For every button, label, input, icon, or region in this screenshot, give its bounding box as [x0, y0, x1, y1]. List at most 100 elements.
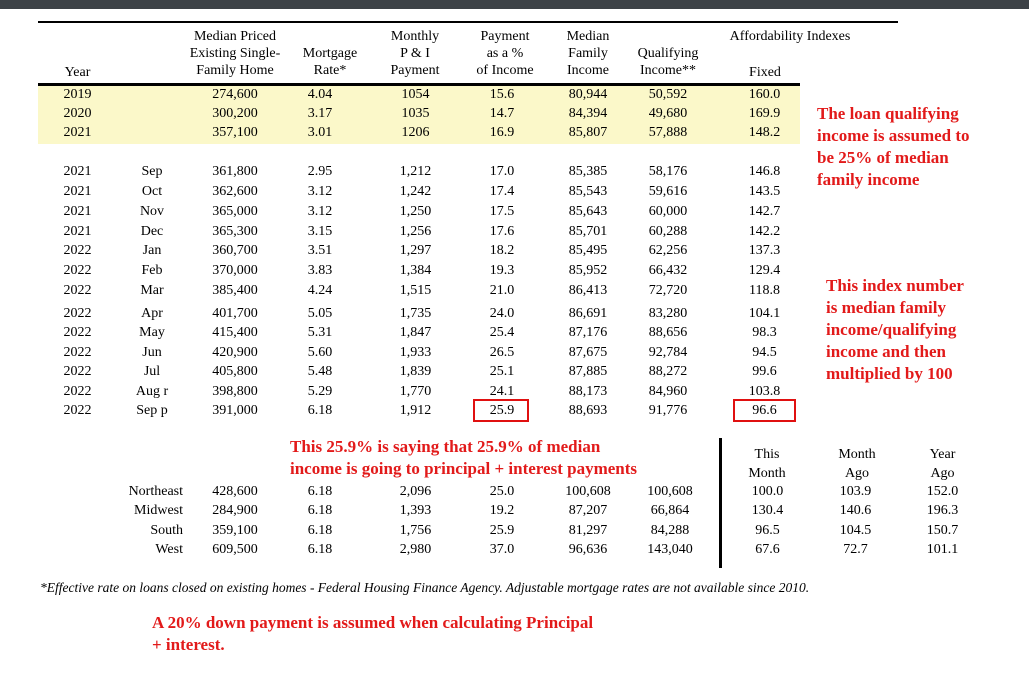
cell-rate: 4.04 [307, 87, 333, 102]
cell-qual: 84,960 [648, 384, 688, 399]
cell-payment: 1,242 [399, 184, 432, 199]
cell-year_ago: 152.0 [926, 484, 959, 499]
cell-index: 146.8 [748, 164, 781, 179]
cell-payment: 1035 [401, 106, 430, 121]
cell-income: 86,413 [568, 283, 608, 298]
cell-price: 420,900 [212, 345, 258, 360]
cell-price: 274,600 [212, 87, 258, 102]
regional-divider [719, 438, 722, 568]
cell-payment: 1,256 [399, 224, 432, 239]
cell-income: 85,952 [568, 263, 608, 278]
cell-rate: 5.48 [307, 364, 333, 379]
cell-this_month: 100.0 [751, 484, 784, 499]
cell-income: 87,176 [568, 325, 608, 340]
cell-rate: 6.18 [307, 523, 333, 538]
cell-price: 361,800 [212, 164, 258, 179]
header-median-price: Median Priced Existing Single- Family Ho… [189, 29, 281, 78]
cell-rate: 3.15 [307, 224, 333, 239]
header-year-ago: Year Ago [929, 447, 956, 481]
cell-income: 87,675 [568, 345, 608, 360]
table-row: Midwest 284,900 6.18 1,393 19.2 87,207 66,864 1… [0, 501, 1029, 521]
cell-income: 80,944 [568, 87, 608, 102]
cell-qual: 66,864 [650, 503, 690, 518]
cell-qual: 91,776 [648, 403, 688, 418]
cell-payment: 1,250 [399, 204, 432, 219]
cell-price: 284,900 [212, 503, 258, 518]
cell-index: 160.0 [748, 87, 781, 102]
cell-pct: 19.2 [489, 503, 515, 518]
cell-qual: 88,272 [648, 364, 688, 379]
cell-rate: 5.05 [307, 306, 333, 321]
cell-qual: 58,176 [648, 164, 688, 179]
cell-index: 142.7 [748, 204, 781, 219]
cell-qual: 84,288 [650, 523, 690, 538]
cell-month: Feb [141, 263, 163, 278]
cell-price: 391,000 [212, 403, 258, 418]
cell-payment: 1,847 [399, 325, 432, 340]
cell-pct: 24.1 [489, 384, 515, 399]
table-row: Northeast 428,600 6.18 2,096 25.0 100,608 100,… [0, 482, 1029, 502]
table-row: 2022 Jul 405,800 5.48 1,839 25.1 87,885 88,272 9… [0, 362, 1029, 382]
table-row: 2019 274,600 4.04 1054 15.6 80,944 50,592 160.0 [0, 85, 1029, 105]
cell-payment: 1,212 [399, 164, 432, 179]
cell-rate: 3.17 [307, 106, 333, 121]
cell-pct: 14.7 [489, 106, 515, 121]
cell-month_ago: 103.9 [839, 484, 872, 499]
cell-pct: 37.0 [489, 542, 515, 557]
cell-qual: 57,888 [648, 125, 688, 140]
cell-index: 129.4 [748, 263, 781, 278]
cell-qual: 59,616 [648, 184, 688, 199]
header-mortgage-rate: Mortgage Rate* [302, 46, 358, 78]
cell-pct: 19.3 [489, 263, 515, 278]
cell-income: 100,608 [565, 484, 611, 499]
cell-year: 2022 [63, 283, 92, 298]
cell-payment: 1,384 [399, 263, 432, 278]
cell-rate: 6.18 [307, 403, 333, 418]
cell-price: 360,700 [212, 243, 258, 258]
cell-month: Jan [142, 243, 162, 258]
cell-payment: 1,933 [399, 345, 432, 360]
cell-income: 85,643 [568, 204, 608, 219]
cell-month: Jul [143, 364, 161, 379]
header-payment-pct: Payment as a % of Income [476, 29, 534, 78]
cell-index: 98.3 [752, 325, 777, 340]
table-row: 2021 Sep 361,800 2.95 1,212 17.0 85,385 58,176 1… [0, 162, 1029, 182]
cell-year: 2022 [63, 263, 92, 278]
cell-payment: 1,770 [399, 384, 432, 399]
cell-pct: 18.2 [489, 243, 515, 258]
cell-payment: 1,297 [399, 243, 432, 258]
cell-price: 359,100 [212, 523, 258, 538]
cell-payment: 1,756 [399, 523, 432, 538]
cell-qual: 88,656 [648, 325, 688, 340]
table-row: 2022 Aug r 398,800 5.29 1,770 24.1 88,173 84,96… [0, 382, 1029, 402]
cell-rate: 3.01 [307, 125, 333, 140]
cell-year: 2020 [63, 106, 92, 121]
cell-payment: 1,839 [399, 364, 432, 379]
payment-pct-note: This 25.9% is saying that 25.9% of media… [290, 437, 638, 478]
cell-this_month: 96.5 [755, 523, 780, 538]
table-row: 2022 Feb 370,000 3.83 1,384 19.3 85,952 66,432 1… [0, 261, 1029, 281]
cell-year: 2022 [63, 403, 92, 418]
cell-income: 86,691 [568, 306, 608, 321]
cell-year: 2022 [63, 364, 92, 379]
cell-qual: 50,592 [648, 87, 688, 102]
table-row: 2022 Jan 360,700 3.51 1,297 18.2 85,495 62,256 1… [0, 241, 1029, 261]
table-row: 2022 Mar 385,400 4.24 1,515 21.0 86,413 72,720 1… [0, 281, 1029, 301]
cell-payment: 2,096 [399, 484, 432, 499]
cell-month_ago: 104.5 [839, 523, 872, 538]
cell-pct: 17.5 [489, 204, 515, 219]
cell-index: 137.3 [748, 243, 781, 258]
header-median-income: Median Family Income [566, 29, 610, 78]
cell-month: Mar [140, 283, 164, 298]
cell-year: 2022 [63, 325, 92, 340]
cell-payment: 1,393 [399, 503, 432, 518]
cell-price: 401,700 [212, 306, 258, 321]
cell-price: 398,800 [212, 384, 258, 399]
cell-qual: 62,256 [648, 243, 688, 258]
table-top-rule [38, 21, 898, 23]
cell-price: 428,600 [212, 484, 258, 499]
cell-pct: 25.9 [489, 523, 515, 538]
header-qualifying-income: Qualifying Income** [637, 46, 699, 78]
cell-qual: 83,280 [648, 306, 688, 321]
down-payment-note: A 20% down payment is assumed when calcu… [152, 613, 594, 654]
